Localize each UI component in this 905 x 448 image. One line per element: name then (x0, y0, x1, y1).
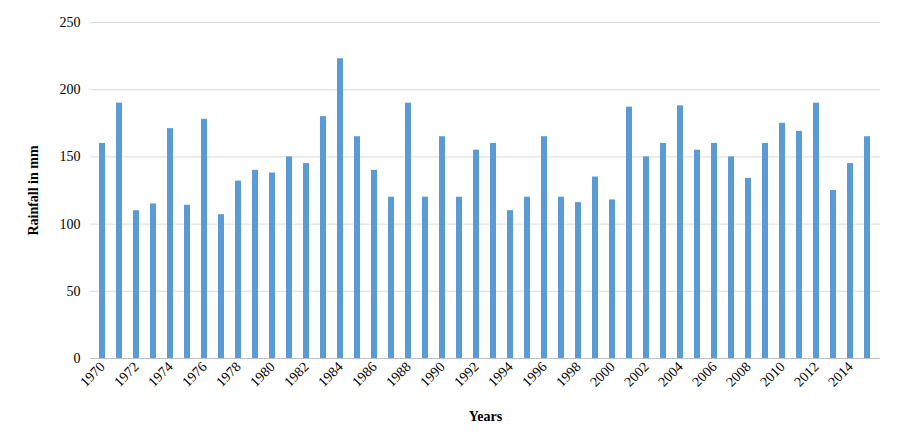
svg-text:2002: 2002 (621, 359, 651, 389)
svg-text:1988: 1988 (383, 359, 413, 389)
svg-text:1998: 1998 (553, 359, 583, 389)
svg-text:2004: 2004 (655, 359, 685, 389)
svg-text:0: 0 (74, 351, 81, 366)
svg-text:1982: 1982 (281, 359, 311, 389)
svg-text:1970: 1970 (77, 359, 107, 389)
svg-text:200: 200 (60, 82, 81, 97)
svg-text:1978: 1978 (213, 359, 243, 389)
svg-text:2010: 2010 (757, 359, 787, 389)
svg-text:1984: 1984 (315, 359, 345, 389)
svg-text:50: 50 (67, 284, 81, 299)
svg-text:1980: 1980 (247, 359, 277, 389)
svg-text:1974: 1974 (145, 359, 175, 389)
svg-text:2012: 2012 (791, 359, 821, 389)
svg-text:1992: 1992 (451, 359, 481, 389)
svg-text:250: 250 (60, 15, 81, 30)
svg-text:2006: 2006 (689, 359, 719, 389)
svg-text:Rainfall in mm: Rainfall in mm (26, 145, 41, 236)
svg-text:Years: Years (469, 409, 503, 424)
svg-text:1976: 1976 (179, 359, 209, 389)
svg-text:1994: 1994 (485, 359, 515, 389)
svg-text:1986: 1986 (349, 359, 379, 389)
svg-text:100: 100 (60, 217, 81, 232)
svg-text:2014: 2014 (825, 359, 855, 389)
svg-text:150: 150 (60, 149, 81, 164)
svg-text:1996: 1996 (519, 359, 549, 389)
svg-text:1972: 1972 (111, 359, 141, 389)
svg-text:2008: 2008 (723, 359, 753, 389)
svg-text:1990: 1990 (417, 359, 447, 389)
svg-text:2000: 2000 (587, 359, 617, 389)
